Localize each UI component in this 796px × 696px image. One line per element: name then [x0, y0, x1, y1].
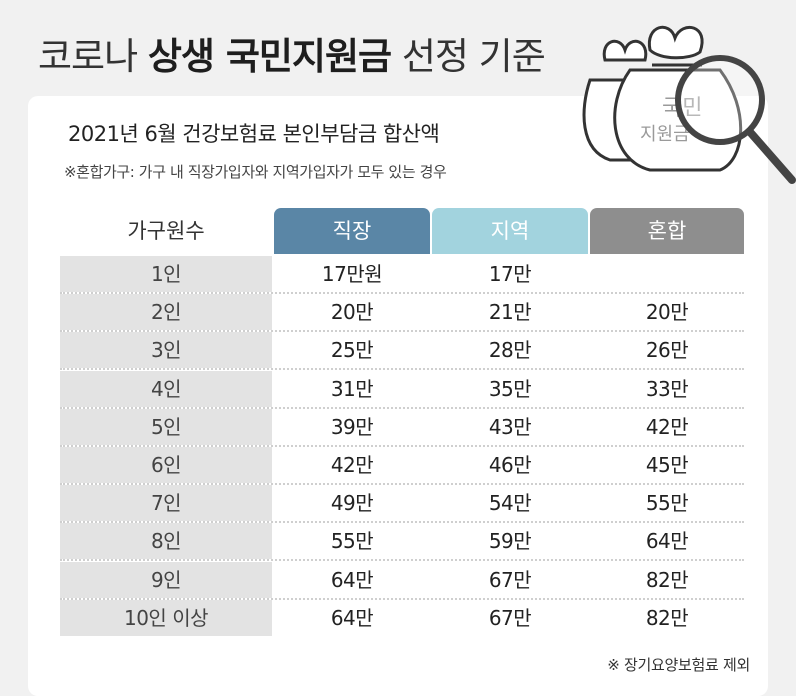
- row-divider: [60, 483, 744, 485]
- row-divider: [60, 521, 744, 524]
- household-size-cell: 9인: [60, 561, 272, 598]
- workplace-cell: 17만원: [321, 262, 383, 286]
- money-bag-magnifier-illustration: 국민 지원금: [582, 25, 796, 184]
- workplace-cell: 55만: [330, 529, 374, 554]
- household-size-cell: 2인: [60, 294, 272, 331]
- magnifier-icon: [675, 55, 796, 184]
- workplace-cell: 25만: [330, 338, 374, 363]
- mixed-cell: [590, 256, 744, 292]
- money-bag-front-icon: [613, 25, 743, 172]
- table-row: 10인 이상 64만 67만 82만: [60, 599, 744, 636]
- household-size-cell: 6인: [60, 447, 272, 483]
- household-size-cell: 10인 이상: [60, 599, 272, 636]
- table-row: 3인 25만 28만 26만: [60, 332, 744, 371]
- row-divider: [60, 597, 744, 600]
- regional-cell: 46만: [488, 453, 532, 477]
- row-divider: [60, 559, 744, 562]
- row-divider: [60, 292, 744, 294]
- footnote: ※ 장기요양보험료 제외: [607, 656, 750, 674]
- household-size-cell: 1인: [60, 256, 272, 292]
- table-note: ※혼합가구: 가구 내 직장가입자와 지역가입자가 모두 있는 경우: [64, 163, 447, 181]
- household-size-cell: 7인: [60, 485, 272, 522]
- regional-cell: 28만: [488, 338, 532, 363]
- table-row: 2인 20만 21만 20만: [60, 294, 744, 333]
- regional-cell: 21만: [488, 300, 532, 325]
- table-subtitle: 2021년 6월 건강보험료 본인부담금 합산액: [68, 122, 440, 146]
- table-row: 6인 42만 46만 45만: [60, 447, 744, 485]
- mixed-cell: 64만: [645, 529, 689, 554]
- table-row: 4인 31만 35만 33만: [60, 370, 744, 409]
- workplace-cell: 64만: [330, 605, 374, 630]
- header-household-size: 가구원수: [127, 219, 205, 243]
- mixed-cell: 82만: [645, 567, 689, 592]
- header-regional: 지역: [432, 208, 588, 254]
- table-row: 1인 17만원 17만: [60, 256, 744, 294]
- household-size-cell: 3인: [60, 332, 272, 369]
- workplace-cell: 20만: [330, 300, 374, 325]
- regional-cell: 54만: [488, 491, 532, 516]
- household-size-cell: 4인: [60, 370, 272, 407]
- table-row: 9인 64만 67만 82만: [60, 561, 744, 600]
- bag-text-2: 지원금: [640, 124, 690, 145]
- mixed-cell: 55만: [645, 491, 689, 516]
- workplace-cell: 31만: [330, 376, 374, 401]
- workplace-cell: 49만: [330, 491, 374, 516]
- mixed-cell: 42만: [645, 414, 689, 439]
- row-divider: [60, 330, 744, 333]
- row-divider: [60, 444, 744, 447]
- header-mixed: 혼합: [590, 208, 744, 254]
- household-size-cell: 5인: [60, 408, 272, 445]
- table-row: 5인 39만 43만 42만: [60, 408, 744, 447]
- regional-cell: 35만: [488, 376, 532, 401]
- workplace-cell: 42만: [330, 453, 374, 477]
- regional-cell: 59만: [488, 529, 532, 554]
- row-divider: [60, 368, 744, 371]
- regional-cell: 43만: [488, 414, 532, 439]
- table-row: 8인 55만 59만 64만: [60, 523, 744, 562]
- mixed-cell: 26만: [645, 338, 689, 363]
- row-divider: [60, 406, 744, 409]
- header-workplace: 직장: [274, 208, 430, 254]
- regional-cell: 67만: [488, 605, 532, 630]
- household-size-cell: 8인: [60, 523, 272, 560]
- page-title: 코로나 상생 국민지원금 선정 기준: [38, 35, 546, 78]
- mixed-cell: 45만: [645, 453, 689, 477]
- workplace-cell: 39만: [330, 414, 374, 439]
- regional-cell: 17만: [488, 262, 532, 286]
- table-row: 7인 49만 54만 55만: [60, 485, 744, 524]
- mixed-cell: 33만: [645, 376, 689, 401]
- regional-cell: 67만: [488, 567, 532, 592]
- mixed-cell: 20만: [645, 300, 689, 325]
- mixed-cell: 82만: [645, 605, 689, 630]
- workplace-cell: 64만: [330, 567, 374, 592]
